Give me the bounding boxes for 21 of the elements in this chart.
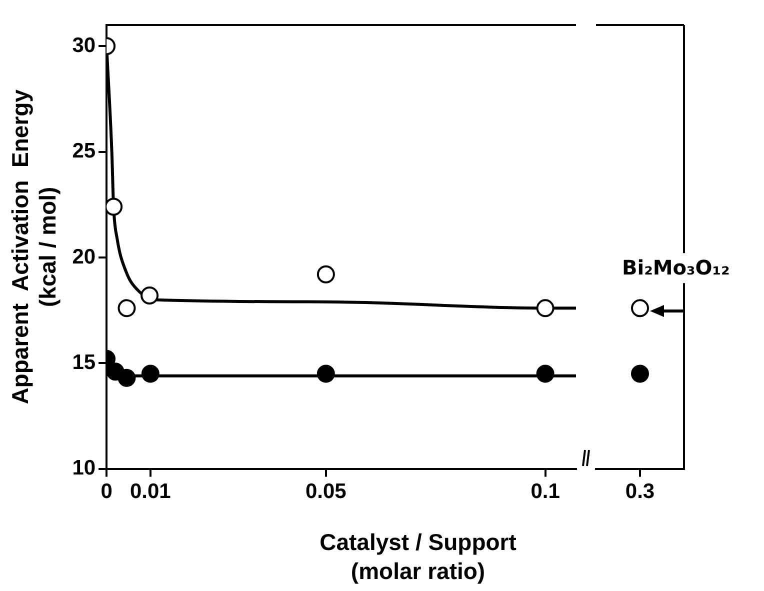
x-tick-label: 0.05 xyxy=(305,480,347,504)
y-tick-label: 10 xyxy=(72,456,96,480)
y-tick-label: 25 xyxy=(72,140,96,163)
x-tick-label: 0 xyxy=(100,480,112,504)
y-tick-label: 20 xyxy=(72,245,96,268)
y-tick-label: 15 xyxy=(72,350,96,374)
point xyxy=(141,364,160,383)
point xyxy=(536,364,554,383)
x-axis-title: Catalyst / Support (molar ratio) xyxy=(318,528,518,586)
annotation: Bi₂Mo₃O₁₂ xyxy=(622,255,730,280)
x-tick-label: 0.1 xyxy=(530,480,560,504)
point xyxy=(316,265,335,284)
x-tick-label: 0.3 xyxy=(625,480,655,504)
y-axis-title: Apparent Activation Energy (kcal / mol) xyxy=(7,89,61,404)
x-tick-label: 0.01 xyxy=(130,480,172,504)
y-tick-label: 30 xyxy=(72,34,96,57)
point xyxy=(140,286,159,305)
point xyxy=(316,364,335,383)
point xyxy=(118,368,136,387)
point xyxy=(536,299,554,318)
point xyxy=(118,299,136,318)
